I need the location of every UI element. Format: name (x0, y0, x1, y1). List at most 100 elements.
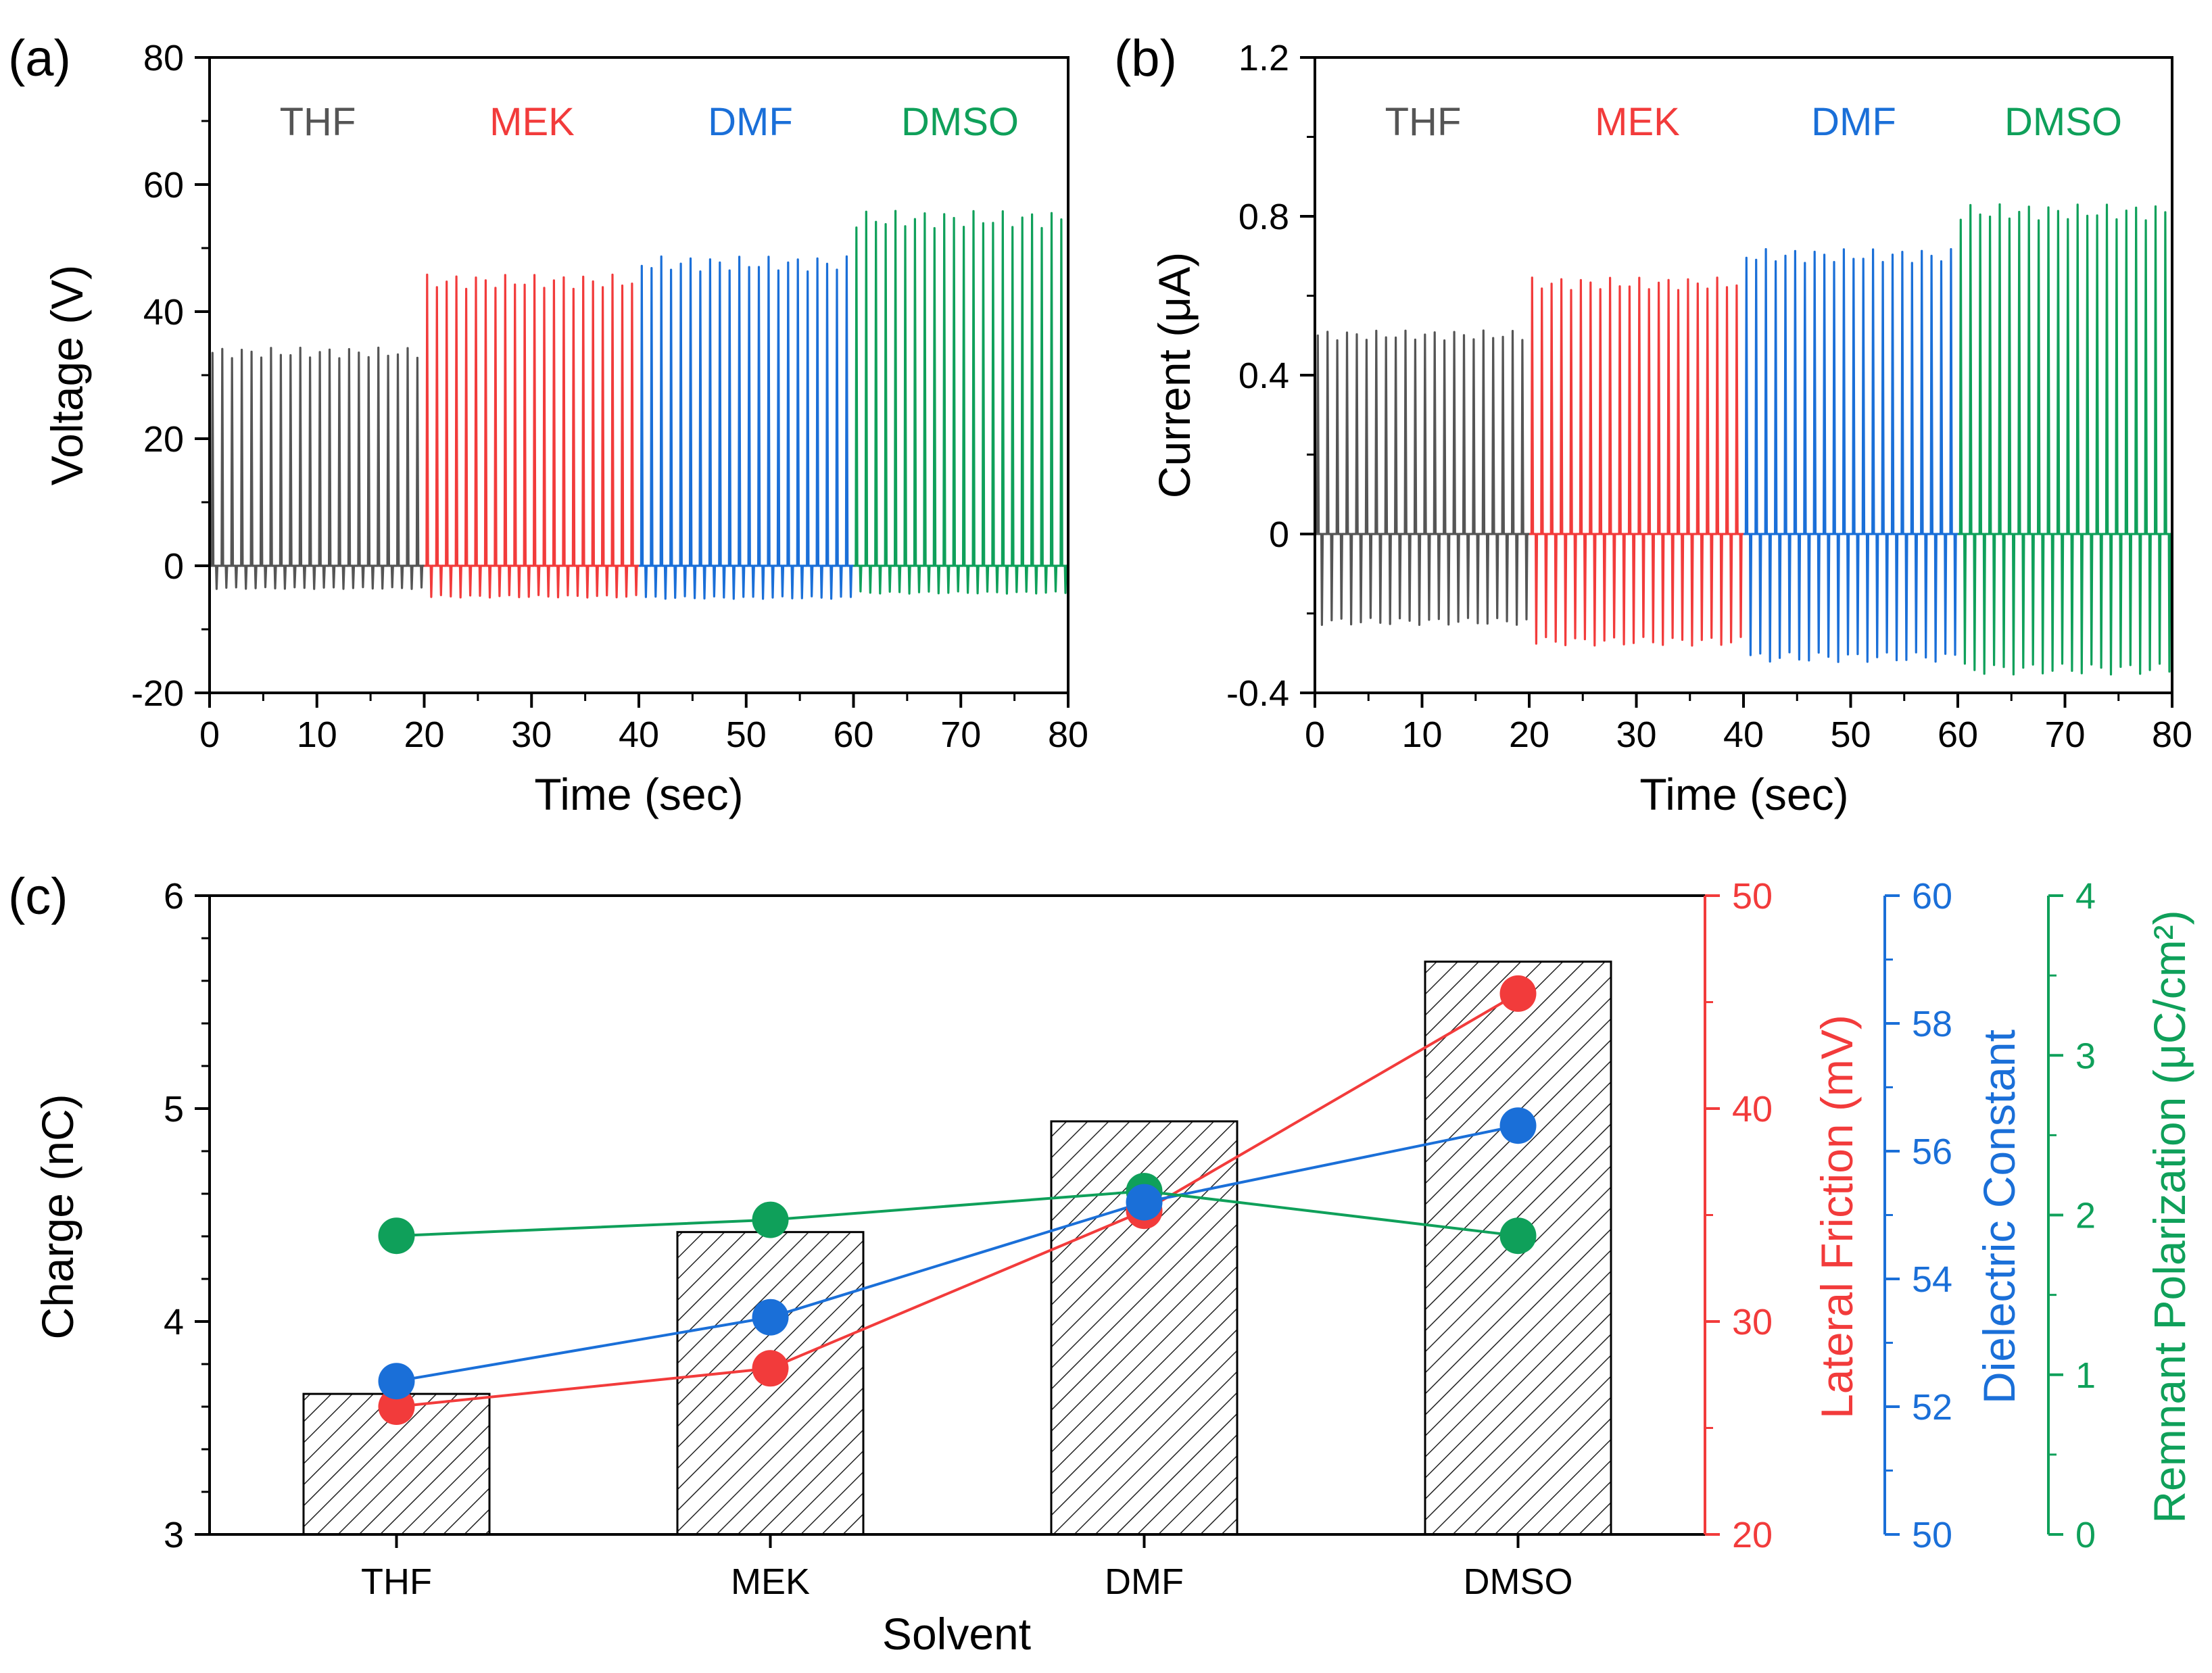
panel-a-y-axis-title: Voltage (V) (42, 265, 92, 486)
panel-a-x-tick-label: 80 (1048, 714, 1088, 755)
panel-c-charge-tick-label: 4 (164, 1302, 184, 1342)
panel-a-y-tick-label: 60 (143, 165, 184, 205)
panel-c-charge-tick-label: 5 (164, 1089, 184, 1130)
panel-a-x-tick-label: 20 (404, 714, 444, 755)
panel-a-x-tick-label: 30 (511, 714, 552, 755)
panel-c-polarization-tick-label: 1 (2075, 1355, 2096, 1396)
panel-a-y-tick-label: 20 (143, 419, 184, 460)
panel-b-trace-dmso (1958, 203, 2172, 676)
panel-a-y-tick-label: 80 (143, 38, 184, 78)
point-friction-thf (378, 1388, 415, 1425)
panel-c-polarization-tick-label: 2 (2075, 1196, 2096, 1236)
panel-c-x-tick-label-dmf: DMF (1105, 1561, 1184, 1602)
panel-a-axes: 0 10 20 30 40 50 60 70 80 -20 0 20 40 60 80 (131, 38, 1088, 755)
line-polarization (396, 1190, 1518, 1238)
panel-c-bars (302, 961, 1612, 1536)
panel-a-x-tick-label: 70 (940, 714, 981, 755)
panel-a-x-axis-title: Time (sec) (534, 769, 743, 819)
panel-a-series-labels: THF MEK DMF DMSO (280, 100, 1019, 144)
panel-b-series-group (1315, 203, 2172, 676)
point-polarization-thf (378, 1217, 415, 1255)
panel-c-charge-axis-title: Charge (nC) (32, 1094, 82, 1339)
panel-b-series-thf (1315, 329, 1529, 626)
panel-a-series-dmso (853, 210, 1068, 595)
line-friction (396, 992, 1519, 1408)
panel-c-charge-tick-label: 3 (164, 1515, 184, 1555)
panel-a-trace-mek (424, 273, 639, 599)
panel-b-label-dmso: DMSO (2004, 100, 2122, 144)
panel-b-y-axis-title: Current (μA) (1149, 252, 1199, 498)
panel-c-dielectric-tick-label: 56 (1912, 1132, 1952, 1172)
point-friction-mek (752, 1350, 789, 1387)
panel-b-label-thf: THF (1385, 100, 1462, 144)
panel-b-series-mek (1529, 276, 1744, 647)
panel-c-solvent-chart: (c) THF MEK DMF DMSO34562030405050525456586… (8, 868, 2194, 1659)
panel-a-x-tick-label: 60 (833, 714, 873, 755)
panel-b-x-tick-label: 60 (1938, 714, 1978, 755)
panel-c-charge-tick-label: 6 (164, 876, 184, 917)
panel-c-polarization-tick-label: 4 (2075, 876, 2096, 917)
panel-a-series-group (210, 210, 1068, 600)
panel-b-y-tick-label: 0.4 (1239, 356, 1289, 396)
panel-a-voltage-chart: (a) THF MEK DMF DMSO 0 10 20 30 40 50 60 70 80 -2… (8, 30, 1088, 819)
panel-b-y-tick-label: 0 (1269, 514, 1289, 555)
panel-b-x-tick-label: 0 (1305, 714, 1325, 755)
panel-c-label: (c) (8, 868, 68, 925)
panel-a-label-mek: MEK (489, 100, 575, 144)
point-dielectric-dmso (1499, 1107, 1537, 1144)
point-dielectric-mek (752, 1299, 789, 1336)
panel-c-lines (396, 992, 1519, 1408)
panel-b-label-mek: MEK (1595, 100, 1680, 144)
panel-b-label-dmf: DMF (1811, 100, 1896, 144)
panel-c-friction-axis-title: Lateral Friction (mV) (1812, 1015, 1862, 1419)
panel-b-x-axis-title: Time (sec) (1639, 769, 1848, 819)
panel-c-points (378, 975, 1537, 1425)
point-polarization-mek (752, 1201, 789, 1238)
panel-c-friction-tick-label: 50 (1732, 876, 1773, 917)
panel-a-label-dmso: DMSO (901, 100, 1019, 144)
panel-a-series-dmf (639, 255, 854, 600)
panel-c-friction-tick-label: 20 (1732, 1515, 1773, 1555)
panel-b-x-tick-label: 40 (1723, 714, 1764, 755)
panel-a-x-tick-label: 40 (619, 714, 659, 755)
panel-b-x-tick-label: 70 (2044, 714, 2085, 755)
panel-b-axes: 0 10 20 30 40 50 60 70 80 -0.4 0 0.4 0.8 1.2 (1226, 38, 2192, 755)
panel-c-friction-tick-label: 30 (1732, 1302, 1773, 1342)
panel-a-x-tick-label: 50 (726, 714, 767, 755)
panel-b-y-tick-label: -0.4 (1226, 673, 1289, 714)
panel-b-x-tick-label: 80 (2152, 714, 2192, 755)
point-friction-dmso (1499, 975, 1537, 1012)
line-dielectric (396, 1124, 1518, 1383)
point-dielectric-dmf (1126, 1184, 1163, 1221)
panel-b-series-labels: THF MEK DMF DMSO (1385, 100, 2122, 144)
panel-a-label: (a) (8, 30, 71, 87)
panel-b-y-tick-label: 0.8 (1239, 197, 1289, 237)
panel-a-trace-dmso (853, 210, 1068, 595)
panel-a-x-tick-label: 0 (199, 714, 220, 755)
panel-b-series-dmso (1958, 203, 2172, 676)
panel-c-axes: THF MEK DMF DMSO345620304050505254565860012… (164, 876, 2096, 1602)
panel-b-current-chart: (b) THF MEK DMF DMSO 0 10 20 30 40 50 60 70 80 -0… (1114, 30, 2192, 819)
panel-c-dielectric-tick-label: 58 (1912, 1004, 1952, 1044)
panel-c-polarization-tick-label: 0 (2075, 1515, 2096, 1555)
panel-c-friction-tick-label: 40 (1732, 1089, 1773, 1130)
panel-a-y-tick-label: 0 (164, 546, 184, 587)
panel-b-x-tick-label: 20 (1509, 714, 1549, 755)
panel-a-series-thf (210, 346, 425, 590)
panel-c-x-tick-label-dmso: DMSO (1464, 1561, 1573, 1602)
panel-b-trace-thf (1315, 329, 1529, 626)
panel-b-series-dmf (1744, 248, 1958, 663)
point-dielectric-thf (378, 1363, 415, 1400)
panel-c-dielectric-tick-label: 60 (1912, 876, 1952, 917)
panel-c-dielectric-tick-label: 54 (1912, 1259, 1952, 1300)
panel-c-x-tick-label-mek: MEK (731, 1561, 810, 1602)
panel-a-y-tick-label: -20 (131, 673, 184, 714)
panel-a-y-tick-label: 40 (143, 292, 184, 333)
panel-c-dielectric-tick-label: 52 (1912, 1387, 1952, 1428)
panel-b-x-tick-label: 30 (1616, 714, 1656, 755)
panel-a-x-tick-label: 10 (297, 714, 337, 755)
panel-a-trace-dmf (639, 255, 854, 600)
panel-b-x-tick-label: 10 (1401, 714, 1442, 755)
panel-b-trace-mek (1529, 276, 1744, 647)
